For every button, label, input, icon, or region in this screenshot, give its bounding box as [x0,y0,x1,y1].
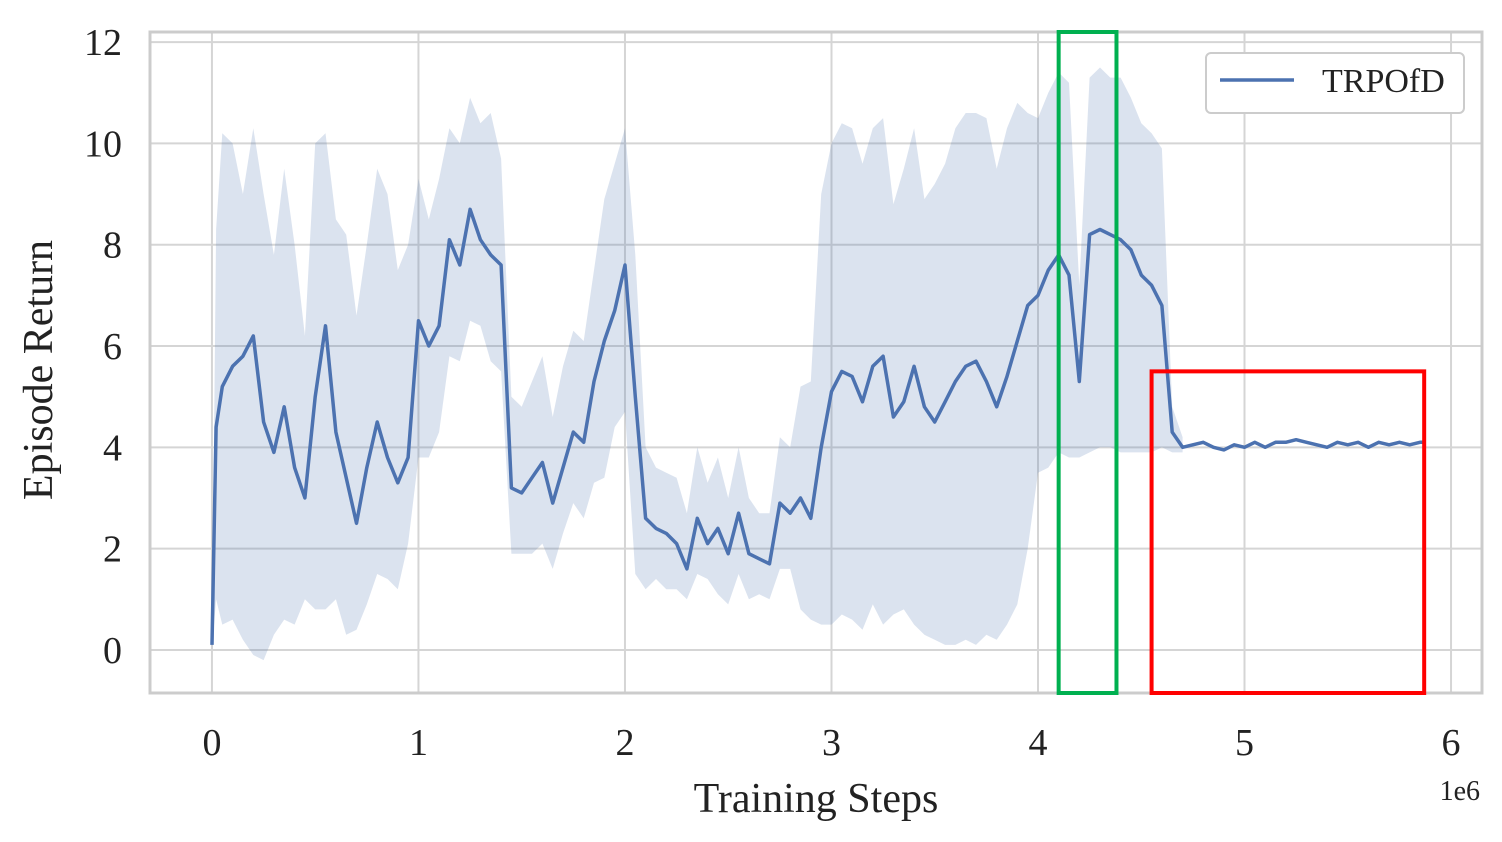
x-axis-multiplier: 1e6 [1440,776,1480,807]
confidence-band-layer [212,67,1183,661]
series-line-layer [210,207,1425,645]
x-tick-label: 4 [1029,722,1048,764]
annotation-layer [1056,30,1427,695]
y-tick-label: 8 [103,225,122,267]
plot-background [150,32,1482,693]
y-axis-title: Episode Return [16,240,62,500]
legend-label: TRPOfD [1322,63,1445,100]
x-tick-label: 0 [202,722,221,764]
y-tick-label: 0 [103,630,122,672]
series-confidence-band [212,67,1183,661]
y-tick-label: 4 [103,427,122,469]
y-tick-labels: 0 2 4 6 8 10 12 [84,22,122,672]
legend-box [1205,52,1465,114]
x-tick-label: 6 [1442,722,1461,764]
y-tick-label: 10 [84,123,122,165]
plot-frame [148,30,1484,695]
y-tick-label: 2 [103,529,122,571]
x-tick-label: 5 [1235,722,1254,764]
y-tick-label: 12 [84,22,122,64]
y-tick-label: 6 [103,326,122,368]
x-tick-label: 1 [409,722,428,764]
green-highlight-box [1056,30,1119,695]
x-tick-label: 3 [822,722,841,764]
x-tick-labels: 0 1 2 3 4 5 6 [202,722,1460,764]
x-tick-label: 2 [615,722,634,764]
grid [150,32,1482,693]
red-highlight-box [1149,369,1427,695]
x-axis-title: Training Steps [694,776,939,822]
series-line [210,207,1425,645]
legend: TRPOfD [1205,52,1465,114]
